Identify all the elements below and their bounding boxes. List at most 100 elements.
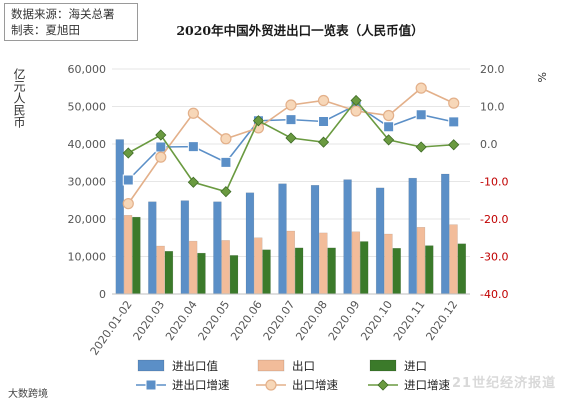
bar-export xyxy=(384,233,393,295)
x-tick-label: 2020.07 xyxy=(261,298,298,343)
y2-tick-label: -30.0 xyxy=(480,251,508,264)
bar-export xyxy=(449,224,458,295)
x-tick-label: 2020.09 xyxy=(326,298,363,343)
y-tick-label: 20,000 xyxy=(68,213,107,226)
y-tick-label: 60,000 xyxy=(68,63,107,76)
export-growth-point xyxy=(187,107,199,119)
import-growth-point xyxy=(317,136,330,148)
bar-total xyxy=(278,183,287,295)
total-growth-point xyxy=(220,156,232,168)
bar-total xyxy=(148,201,157,295)
y-tick-label: 10,000 xyxy=(68,251,107,264)
import-growth-point xyxy=(187,176,199,188)
legend-label: 进出口值 xyxy=(172,359,218,373)
y-tick-label: 40,000 xyxy=(68,138,107,151)
export-growth-point xyxy=(155,151,167,163)
legend-marker xyxy=(145,379,157,391)
y-tick-label: 0 xyxy=(99,288,106,301)
export-growth-point xyxy=(415,82,427,94)
y2-tick-label: 10.0 xyxy=(480,101,505,114)
source-note-box: 数据来源：海关总署 制表：夏旭田 xyxy=(4,3,138,41)
x-tick-label: 2020.05 xyxy=(196,298,233,343)
y2-tick-label: 0.0 xyxy=(480,138,498,151)
y2-tick-label: -10.0 xyxy=(480,176,508,189)
total-growth-point xyxy=(187,141,199,153)
import-growth-point xyxy=(155,129,167,141)
legend-label: 进口增速 xyxy=(404,378,450,392)
bar-export xyxy=(351,231,361,295)
x-tick-label: 2020.06 xyxy=(228,298,265,343)
legend-label: 出口增速 xyxy=(292,378,338,392)
import-growth-point xyxy=(350,94,362,107)
import-growth-point xyxy=(220,186,232,198)
bar-export xyxy=(123,215,133,295)
author-line: 制表：夏旭田 xyxy=(11,23,80,37)
legend-label: 进口 xyxy=(404,359,427,373)
import-growth-point xyxy=(415,141,427,153)
x-tick-label: 2020.11 xyxy=(391,298,428,343)
source-line: 数据来源：海关总署 xyxy=(11,7,115,21)
import-growth-point xyxy=(383,134,395,146)
bar-import xyxy=(392,248,401,295)
bar-total xyxy=(375,187,385,295)
lines-layer xyxy=(122,82,460,210)
bar-total xyxy=(245,192,255,295)
y2-tick-label: -20.0 xyxy=(480,213,508,226)
import-growth-point xyxy=(285,132,297,144)
x-tick-label: 2020.04 xyxy=(163,298,200,343)
bar-total xyxy=(408,177,417,295)
legend-swatch xyxy=(137,359,165,372)
total-growth-point xyxy=(318,116,330,127)
bars-layer xyxy=(115,139,467,295)
bar-export xyxy=(286,230,296,295)
bar-import xyxy=(327,247,336,295)
bar-total xyxy=(115,139,124,295)
import-growth-point xyxy=(122,147,134,159)
x-tick-label: 2020.03 xyxy=(131,298,168,343)
y-tick-label: 50,000 xyxy=(68,101,107,114)
bar-total xyxy=(343,179,352,295)
bar-total xyxy=(180,200,190,295)
bar-import xyxy=(262,249,271,295)
x-tick-label: 2020.12 xyxy=(423,298,460,343)
bar-total xyxy=(310,185,320,295)
export-growth-point xyxy=(317,94,330,107)
export-growth-point xyxy=(350,105,362,117)
bar-import xyxy=(457,243,467,295)
legend-marker xyxy=(377,379,389,391)
bar-total xyxy=(213,201,222,295)
export-growth-point xyxy=(285,99,297,111)
watermark-left: 大数跨境 xyxy=(8,389,48,400)
bar-export xyxy=(254,237,263,295)
y2-tick-label: -40.0 xyxy=(480,288,508,301)
bar-import xyxy=(294,247,304,295)
chart-title: 2020年中国外贸进出口一览表（人民币值） xyxy=(176,23,424,38)
legend-label: 出口 xyxy=(292,359,315,373)
legend-marker xyxy=(265,379,277,391)
bar-import xyxy=(359,241,369,295)
total-growth-point xyxy=(415,109,427,121)
bar-export xyxy=(416,227,426,295)
legend-swatch xyxy=(369,359,397,372)
export-growth-point xyxy=(220,133,232,145)
y2-axis-title: % xyxy=(535,72,548,82)
bar-import xyxy=(229,255,239,295)
export-growth-point xyxy=(122,198,134,210)
bar-import xyxy=(132,216,141,295)
import-growth-point xyxy=(252,115,265,127)
total-growth-point xyxy=(448,116,460,128)
bar-export xyxy=(319,232,328,295)
x-tick-label: 2020.10 xyxy=(358,298,395,343)
bar-import xyxy=(425,245,434,295)
watermark-right: 21世纪经济报道 xyxy=(452,376,557,391)
bar-export xyxy=(221,240,230,295)
export-growth-point xyxy=(448,97,460,109)
total-growth-point xyxy=(383,121,395,133)
bar-total xyxy=(441,173,450,295)
bar-export xyxy=(188,240,198,295)
total-growth-point xyxy=(285,114,297,126)
y2-tick-label: 20.0 xyxy=(480,63,505,76)
y-axis-title: 亿元人民币 xyxy=(12,67,26,128)
